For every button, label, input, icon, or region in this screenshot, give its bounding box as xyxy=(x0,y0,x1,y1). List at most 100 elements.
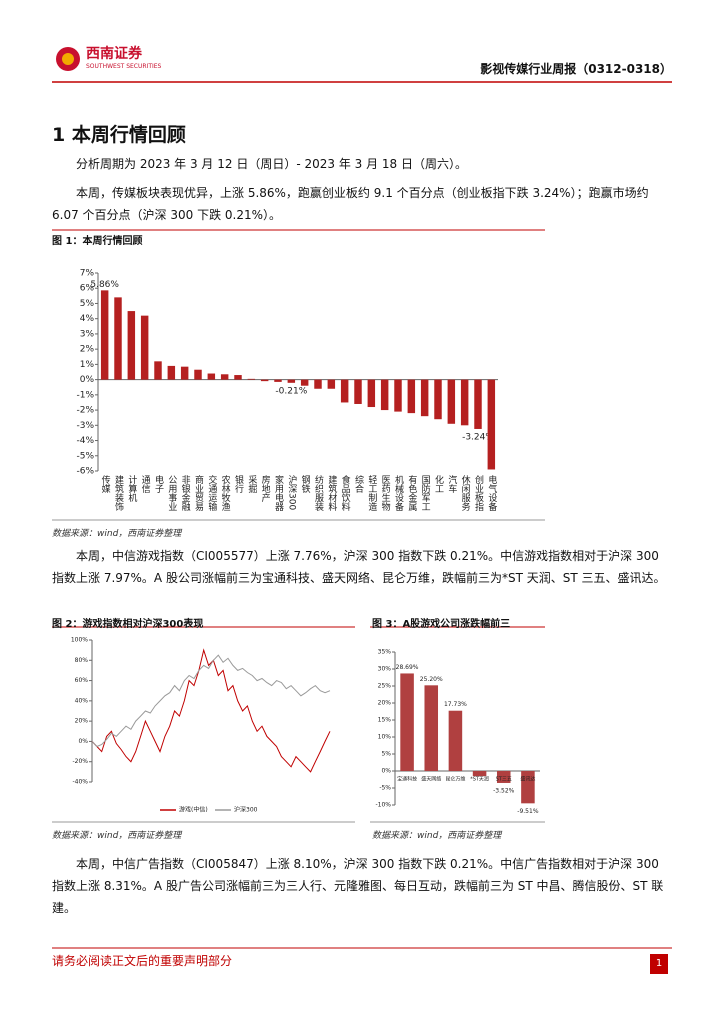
y-tick-label: 2% xyxy=(80,345,95,355)
y-tick-label: -6% xyxy=(76,467,94,477)
bar xyxy=(472,771,487,777)
bar xyxy=(424,685,439,771)
y-tick-label: 1% xyxy=(80,360,95,370)
x-tick-label: 宝通科技 xyxy=(397,776,417,783)
y-tick-label: 100% xyxy=(71,637,88,644)
bar xyxy=(247,378,256,380)
value-label: -9.51% xyxy=(517,808,539,815)
bar xyxy=(420,379,429,417)
x-tick-label: 公用事业 xyxy=(166,475,177,511)
x-tick-label: 轻工制造 xyxy=(366,474,377,512)
figure-source: 数据来源：wind，西南证券整理 xyxy=(372,831,502,841)
x-tick-label: 计算机 xyxy=(126,474,137,503)
bar xyxy=(327,379,336,389)
y-tick-label: 7% xyxy=(80,269,95,279)
brand: 西南证券 xyxy=(86,46,142,62)
bar xyxy=(207,373,216,380)
y-tick-label: -40% xyxy=(72,779,88,786)
bar xyxy=(400,673,414,771)
line-series xyxy=(91,654,331,748)
x-tick-label: 钢铁 xyxy=(300,474,311,494)
figure-source: 数据来源：wind，西南证券整理 xyxy=(52,529,182,539)
value-label: 28.69% xyxy=(396,664,419,671)
paragraph: 本周，中信广告指数（CI005847）上涨 8.10%，沪深 300 指数下跌 … xyxy=(52,857,664,915)
y-tick-label: 20% xyxy=(75,718,89,725)
x-tick-label: 家用电器 xyxy=(273,474,284,511)
bar xyxy=(448,710,463,771)
bar xyxy=(260,379,269,382)
footer-notice: 请务必阅读正文后的重要声明部分 xyxy=(52,954,233,968)
value-label: -0.21% xyxy=(275,386,307,396)
bar xyxy=(194,369,202,380)
bar xyxy=(474,379,482,429)
bar xyxy=(100,290,109,380)
x-tick-label: 创业板指 xyxy=(473,474,484,512)
y-tick-label: 10% xyxy=(378,734,392,741)
x-tick-label: 通信 xyxy=(140,475,151,494)
y-tick-label: 0% xyxy=(80,375,95,385)
x-tick-label: *ST天润 xyxy=(470,776,489,783)
y-tick-label: -4% xyxy=(76,436,94,446)
value-label: 17.73% xyxy=(444,701,467,708)
legend-label: 沪深300 xyxy=(234,806,258,814)
x-tick-label: 采掘 xyxy=(246,475,256,494)
paragraph: 分析周期为 2023 年 3 月 12 日（周日）- 2023 年 3 月 18… xyxy=(76,157,467,171)
x-tick-label: 电气设备 xyxy=(486,474,497,511)
x-tick-label: 汽车 xyxy=(446,474,457,494)
bar xyxy=(460,379,469,426)
y-tick-label: 4% xyxy=(80,314,95,324)
x-tick-label: 化工 xyxy=(433,474,444,493)
bar xyxy=(367,379,376,408)
value-label: 5.86% xyxy=(90,280,119,290)
y-tick-label: -5% xyxy=(379,785,391,792)
y-tick-label: 0% xyxy=(78,738,88,745)
bar xyxy=(447,379,456,424)
x-tick-label: 非银金融 xyxy=(180,474,191,512)
bar xyxy=(521,771,535,804)
x-tick-label: 沪深300 xyxy=(286,474,297,511)
bar xyxy=(114,297,122,380)
bar xyxy=(300,379,309,386)
page-number: 1 xyxy=(655,958,663,969)
bar xyxy=(380,379,389,411)
x-tick-label: 电子 xyxy=(153,474,164,493)
figure-caption: 图 3：A股游戏公司涨跌幅前三 xyxy=(372,619,511,630)
bar xyxy=(127,311,136,380)
x-tick-label: 银行 xyxy=(233,474,244,494)
x-tick-label: ST三五 xyxy=(496,777,512,783)
y-tick-label: 25% xyxy=(378,683,392,690)
x-tick-label: 建筑装饰 xyxy=(113,474,124,512)
x-tick-label: 盛天网络 xyxy=(421,776,441,783)
bar xyxy=(496,771,511,783)
y-tick-label: 80% xyxy=(75,657,89,664)
x-tick-label: 昆仑万维 xyxy=(445,776,465,783)
value-label: -3.24% xyxy=(462,432,494,442)
page-box xyxy=(650,954,668,974)
x-tick-label: 交通运输 xyxy=(206,474,217,512)
x-tick-label: 纺织服装 xyxy=(313,474,324,512)
y-tick-label: 3% xyxy=(80,329,95,339)
x-tick-label: 房地产 xyxy=(260,474,271,503)
figure-caption: 图 1：本周行情回顾 xyxy=(52,236,143,247)
bar xyxy=(487,379,496,470)
bar xyxy=(167,365,176,380)
legend-label: 游戏(中信) xyxy=(179,806,208,814)
x-tick-label: 医药生物 xyxy=(380,475,391,512)
value-label: -3.52% xyxy=(493,787,515,794)
bar xyxy=(287,379,296,383)
y-tick-label: 35% xyxy=(378,649,392,656)
bar xyxy=(394,379,402,412)
y-tick-label: -10% xyxy=(375,802,391,809)
bar xyxy=(274,379,282,382)
section-title: 1 本周行情回顾 xyxy=(52,124,186,146)
x-tick-label: 盛讯达 xyxy=(520,776,535,783)
paragraph: 本周，中信游戏指数（CI005577）上涨 7.76%，沪深 300 指数下跌 … xyxy=(52,549,666,585)
bar xyxy=(140,315,149,380)
figure-source: 数据来源：wind，西南证券整理 xyxy=(52,831,182,841)
y-tick-label: 0% xyxy=(381,768,391,775)
y-tick-label: 5% xyxy=(80,299,95,309)
bar xyxy=(340,379,349,403)
x-tick-label: 建筑材料 xyxy=(326,474,337,512)
bar xyxy=(180,366,189,380)
y-tick-label: -3% xyxy=(76,421,94,431)
